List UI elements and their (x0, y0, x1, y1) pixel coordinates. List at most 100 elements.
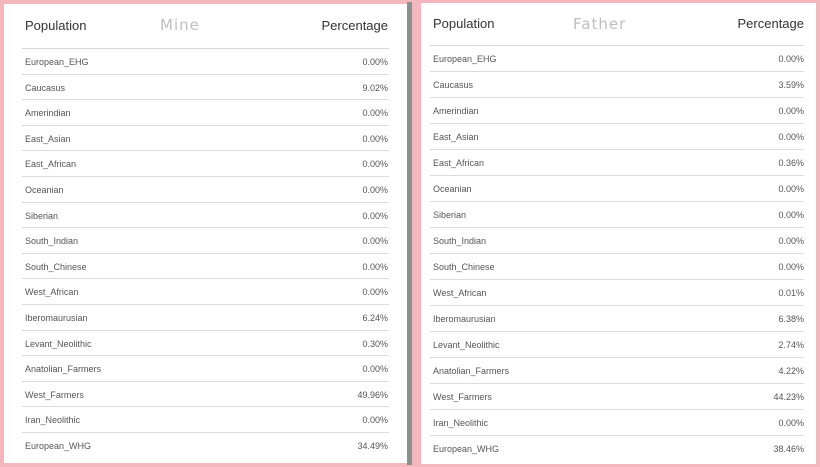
population-name: East_Asian (433, 132, 479, 142)
population-name: West_African (25, 287, 79, 298)
table-row: West_Farmers 49.96% (22, 382, 389, 408)
population-name: Iberomaurusian (25, 312, 88, 323)
percentage-value: 34.49% (357, 440, 388, 451)
percentage-value: 4.22% (778, 366, 804, 376)
percentage-value: 44.23% (773, 392, 804, 402)
table-row: Levant_Neolithic 0.30% (22, 331, 389, 357)
mine-results-panel: Population Mine Percentage European_EHG 0… (4, 4, 407, 463)
percentage-value: 0.00% (778, 210, 804, 220)
population-name: European_EHG (25, 57, 89, 67)
population-column-header: Population (25, 18, 87, 33)
percentage-value: 38.46% (773, 444, 804, 454)
table-row: Caucasus 9.02% (22, 75, 389, 101)
table-row: West_African 0.01% (430, 280, 804, 306)
population-name: Caucasus (433, 80, 474, 90)
population-name: European_WHG (433, 444, 500, 454)
percentage-value: 0.00% (362, 364, 388, 375)
population-column-header: Population (433, 16, 495, 31)
table-row: European_WHG 38.46% (430, 436, 804, 461)
percentage-column-header: Percentage (737, 16, 805, 31)
percentage-value: 0.00% (778, 54, 804, 64)
table-row: Anatolian_Farmers 4.22% (430, 358, 804, 384)
population-name: East_African (433, 158, 485, 168)
percentage-value: 0.00% (362, 108, 388, 119)
father-results-panel: Population Father Percentage European_EH… (421, 3, 816, 464)
table-row: Siberian 0.00% (22, 203, 389, 229)
table-row: East_African 0.36% (430, 150, 804, 176)
table-row: Siberian 0.00% (430, 202, 804, 228)
table-row: Iran_Neolithic 0.00% (430, 410, 804, 436)
percentage-value: 0.00% (362, 57, 388, 67)
table-row: Amerindian 0.00% (430, 98, 804, 124)
population-name: European_WHG (25, 440, 92, 451)
population-name: Amerindian (25, 108, 71, 119)
percentage-value: 0.01% (778, 288, 804, 298)
population-name: Levant_Neolithic (25, 338, 92, 349)
table-row: Caucasus 3.59% (430, 72, 804, 98)
population-name: Siberian (433, 210, 467, 220)
population-name: South_Chinese (25, 261, 87, 272)
population-name: South_Indian (433, 236, 487, 246)
table-row: South_Indian 0.00% (22, 228, 389, 254)
percentage-value: 0.00% (778, 184, 804, 194)
results-table-body: European_EHG 0.00% Caucasus 9.02% Amerindian… (22, 49, 389, 458)
percentage-value: 9.02% (362, 82, 388, 93)
percentage-value: 49.96% (357, 389, 388, 400)
table-row: Oceanian 0.00% (430, 176, 804, 202)
percentage-value: 0.00% (362, 210, 388, 221)
table-header: Population Father Percentage (430, 3, 804, 46)
population-name: Siberian (25, 210, 59, 221)
percentage-value: 6.24% (362, 312, 388, 323)
percentage-value: 0.36% (778, 158, 804, 168)
table-row: East_Asian 0.00% (22, 126, 389, 152)
panel-tag-label: Mine (160, 16, 200, 34)
table-row: West_Farmers 44.23% (430, 384, 804, 410)
population-name: Amerindian (433, 106, 479, 116)
panel-tag-label: Father (573, 15, 627, 33)
table-row: Iberomaurusian 6.24% (22, 305, 389, 331)
population-name: West_Farmers (25, 389, 84, 400)
percentage-value: 6.38% (778, 314, 804, 324)
table-row: South_Chinese 0.00% (22, 254, 389, 280)
percentage-value: 0.00% (778, 132, 804, 142)
population-name: European_EHG (433, 54, 497, 64)
results-table-body: European_EHG 0.00% Caucasus 3.59% Amerindian… (430, 46, 804, 461)
population-name: West_Farmers (433, 392, 492, 402)
percentage-value: 0.30% (362, 338, 388, 349)
population-name: South_Indian (25, 236, 79, 247)
table-row: South_Indian 0.00% (430, 228, 804, 254)
population-name: Caucasus (25, 82, 66, 93)
population-name: Oceanian (25, 184, 64, 195)
table-row: East_African 0.00% (22, 151, 389, 177)
panel-gap (412, 2, 421, 465)
population-name: Anatolian_Farmers (25, 364, 102, 375)
table-row: Oceanian 0.00% (22, 177, 389, 203)
table-row: European_EHG 0.00% (430, 46, 804, 72)
population-name: Anatolian_Farmers (433, 366, 510, 376)
percentage-value: 0.00% (778, 236, 804, 246)
percentage-value: 2.74% (778, 340, 804, 350)
table-row: East_Asian 0.00% (430, 124, 804, 150)
table-row: West_African 0.00% (22, 279, 389, 305)
percentage-value: 0.00% (778, 262, 804, 272)
percentage-value: 0.00% (362, 236, 388, 247)
percentage-value: 0.00% (778, 106, 804, 116)
percentage-column-header: Percentage (321, 18, 389, 33)
population-name: Iberomaurusian (433, 314, 496, 324)
percentage-value: 0.00% (362, 133, 388, 144)
population-name: Iran_Neolithic (433, 418, 489, 428)
percentage-value: 0.00% (362, 415, 388, 426)
table-row: South_Chinese 0.00% (430, 254, 804, 280)
table-row: Iran_Neolithic 0.00% (22, 407, 389, 433)
table-header: Population Mine Percentage (22, 4, 389, 49)
percentage-value: 0.00% (362, 184, 388, 195)
percentage-value: 0.00% (362, 261, 388, 272)
percentage-value: 3.59% (778, 80, 804, 90)
population-name: Oceanian (433, 184, 472, 194)
table-row: Anatolian_Farmers 0.00% (22, 356, 389, 382)
table-row: Levant_Neolithic 2.74% (430, 332, 804, 358)
table-row: Iberomaurusian 6.38% (430, 306, 804, 332)
percentage-value: 0.00% (778, 418, 804, 428)
table-row: European_WHG 34.49% (22, 433, 389, 458)
population-name: Levant_Neolithic (433, 340, 500, 350)
